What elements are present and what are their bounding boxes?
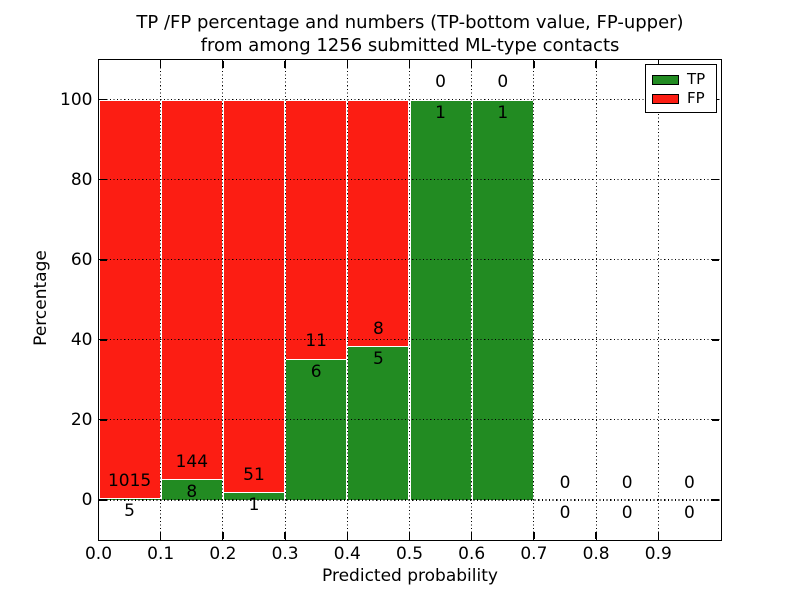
tp-count-annotation: 0 bbox=[683, 503, 695, 524]
x-tick bbox=[408, 531, 411, 539]
gridline-vertical bbox=[160, 59, 162, 540]
gridline-vertical bbox=[222, 59, 224, 540]
gridline-vertical bbox=[284, 59, 286, 540]
tp-bar-segment bbox=[285, 358, 348, 500]
y-tick bbox=[100, 259, 107, 261]
y-tick-label: 0 bbox=[81, 490, 93, 510]
y-tick bbox=[100, 98, 107, 101]
x-tick-label: 0.4 bbox=[333, 544, 361, 564]
x-tick-label: 0.6 bbox=[458, 544, 486, 564]
y-tick-right bbox=[712, 259, 719, 261]
x-tick-top bbox=[97, 61, 100, 68]
tp-count-annotation: 5 bbox=[372, 349, 384, 370]
x-tick-top bbox=[533, 61, 535, 68]
y-tick-label: 100 bbox=[60, 89, 93, 110]
x-tick-top bbox=[346, 61, 349, 68]
x-tick-label: 0.7 bbox=[520, 544, 548, 564]
x-tick-top bbox=[595, 61, 597, 68]
x-tick-label: 0.3 bbox=[271, 544, 299, 564]
y-tick-label: 20 bbox=[70, 409, 93, 430]
plot-border bbox=[98, 59, 722, 541]
tp-count-annotation: 5 bbox=[124, 501, 135, 522]
tp-count-annotation: 1 bbox=[248, 495, 260, 516]
x-tick-label: 0.8 bbox=[582, 544, 610, 564]
tp-count-annotation: 8 bbox=[186, 482, 198, 502]
x-tick-top bbox=[159, 61, 162, 68]
fp-count-annotation: 0 bbox=[683, 472, 695, 493]
fp-count-annotation: 51 bbox=[243, 464, 265, 485]
tp-count-annotation: 6 bbox=[310, 361, 322, 382]
fp-bar-segment bbox=[347, 99, 410, 346]
fp-count-annotation: 0 bbox=[559, 472, 571, 493]
x-tick-top bbox=[408, 61, 411, 68]
fp-count-annotation: 1015 bbox=[107, 470, 152, 491]
x-tick bbox=[595, 531, 597, 539]
legend-swatch-tp bbox=[652, 74, 679, 85]
y-tick-label: 80 bbox=[70, 169, 93, 190]
fp-count-annotation: 8 bbox=[372, 318, 384, 339]
tp-count-annotation: 0 bbox=[621, 503, 633, 524]
chart-title: TP /FP percentage and numbers (TP-bottom… bbox=[98, 12, 722, 57]
chart-title-line2: from among 1256 submitted ML-type contac… bbox=[200, 34, 620, 56]
fp-count-annotation: 0 bbox=[621, 472, 633, 493]
chart-title-line1: TP /FP percentage and numbers (TP-bottom… bbox=[136, 12, 684, 33]
gridline-vertical bbox=[595, 59, 597, 540]
tp-count-annotation: 0 bbox=[559, 503, 571, 524]
x-tick bbox=[159, 531, 162, 539]
legend-label-fp: FP bbox=[687, 89, 705, 107]
y-tick-right bbox=[712, 178, 719, 181]
gridline-vertical bbox=[533, 59, 535, 540]
x-tick bbox=[97, 531, 100, 539]
x-tick-top bbox=[222, 61, 224, 68]
x-tick bbox=[222, 531, 224, 539]
tp-count-annotation: 1 bbox=[435, 102, 446, 123]
x-tick-label: 0.5 bbox=[395, 544, 424, 564]
legend-swatch-fp bbox=[652, 93, 679, 104]
y-tick-right bbox=[712, 339, 719, 341]
legend: TP FP bbox=[645, 64, 717, 113]
fp-count-annotation: 0 bbox=[435, 72, 446, 93]
gridline-vertical bbox=[471, 59, 473, 540]
y-tick-label: 60 bbox=[70, 249, 93, 270]
x-tick bbox=[346, 531, 349, 539]
fp-count-annotation: 144 bbox=[175, 451, 209, 472]
y-tick bbox=[100, 339, 107, 341]
x-tick-label: 0.9 bbox=[644, 544, 672, 564]
x-axis-label: Predicted probability bbox=[322, 566, 498, 586]
gridline-vertical bbox=[657, 59, 659, 540]
x-tick-top bbox=[470, 61, 473, 68]
fp-count-annotation: 11 bbox=[305, 331, 327, 352]
tp-count-annotation: 1 bbox=[497, 102, 509, 123]
x-tick bbox=[533, 531, 535, 539]
x-tick-label: 0.1 bbox=[147, 544, 175, 564]
x-tick-top bbox=[284, 61, 286, 68]
legend-item-tp: TP bbox=[652, 70, 716, 89]
y-tick-label: 40 bbox=[70, 329, 93, 350]
y-tick bbox=[100, 178, 107, 181]
x-tick bbox=[470, 531, 473, 539]
y-tick-right bbox=[712, 499, 719, 501]
legend-label-tp: TP bbox=[687, 70, 706, 88]
y-tick bbox=[100, 419, 107, 421]
gridline-vertical bbox=[408, 59, 411, 540]
x-tick-label: 0.0 bbox=[84, 544, 113, 564]
x-tick bbox=[284, 531, 286, 539]
x-tick-label: 0.2 bbox=[209, 544, 237, 564]
y-tick bbox=[100, 499, 107, 501]
gridline-vertical bbox=[346, 59, 348, 540]
y-tick-right bbox=[712, 419, 719, 421]
x-tick bbox=[657, 531, 660, 539]
fp-count-annotation: 0 bbox=[497, 72, 509, 93]
legend-item-fp: FP bbox=[652, 89, 716, 108]
